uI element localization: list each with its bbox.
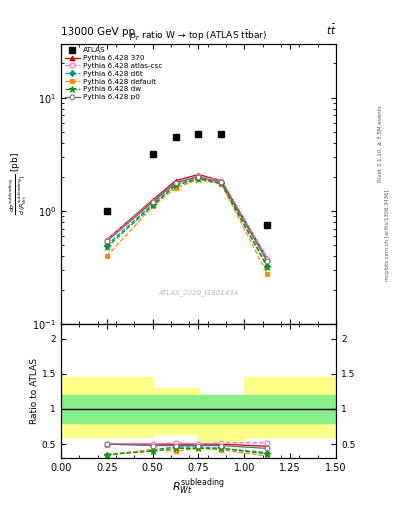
ATLAS bbox=[265, 222, 270, 228]
Pythia 6.428 dw bbox=[105, 244, 109, 250]
Pythia 6.428 p0 bbox=[150, 199, 155, 205]
Pythia 6.428 dw bbox=[173, 182, 178, 188]
Pythia 6.428 dw bbox=[150, 202, 155, 208]
Line: Pythia 6.428 atlas-csc: Pythia 6.428 atlas-csc bbox=[104, 173, 270, 261]
Pythia 6.428 d6t bbox=[105, 242, 109, 248]
Pythia 6.428 atlas-csc bbox=[196, 173, 201, 179]
Pythia 6.428 p0 bbox=[265, 258, 270, 264]
Line: Pythia 6.428 default: Pythia 6.428 default bbox=[105, 177, 269, 276]
Text: 13000 GeV pp: 13000 GeV pp bbox=[61, 27, 135, 37]
ATLAS bbox=[173, 134, 178, 140]
Title: $p_T$ ratio W$\,\rightarrow\,$top (ATLAS t$\bar{\rm t}$bar): $p_T$ ratio W$\,\rightarrow\,$top (ATLAS… bbox=[129, 29, 268, 44]
Text: ATLAS_2020_I1801434: ATLAS_2020_I1801434 bbox=[158, 290, 239, 296]
Line: Pythia 6.428 370: Pythia 6.428 370 bbox=[104, 172, 270, 261]
Pythia 6.428 p0 bbox=[173, 180, 178, 186]
Pythia 6.428 default bbox=[265, 271, 270, 277]
Line: Pythia 6.428 p0: Pythia 6.428 p0 bbox=[104, 175, 270, 264]
Pythia 6.428 dw bbox=[265, 264, 270, 270]
Pythia 6.428 d6t bbox=[150, 201, 155, 207]
Pythia 6.428 dw bbox=[219, 180, 224, 186]
Pythia 6.428 p0 bbox=[196, 174, 201, 180]
ATLAS bbox=[196, 131, 201, 137]
Pythia 6.428 default bbox=[196, 176, 201, 182]
Y-axis label: $\frac{d\sigma^{\rm subleading}}{d\,(R_{Wt}^{\rm subleading})}$ [pb]: $\frac{d\sigma^{\rm subleading}}{d\,(R_{… bbox=[8, 153, 29, 216]
Pythia 6.428 370 bbox=[105, 237, 109, 243]
Pythia 6.428 p0 bbox=[219, 179, 224, 185]
Pythia 6.428 dw bbox=[196, 176, 201, 182]
Pythia 6.428 atlas-csc bbox=[265, 255, 270, 262]
Pythia 6.428 default bbox=[105, 253, 109, 259]
Pythia 6.428 atlas-csc bbox=[150, 198, 155, 204]
Pythia 6.428 d6t bbox=[196, 175, 201, 181]
Pythia 6.428 370 bbox=[173, 178, 178, 184]
Pythia 6.428 p0 bbox=[105, 238, 109, 244]
Text: $t\bar{t}$: $t\bar{t}$ bbox=[325, 23, 336, 37]
ATLAS bbox=[105, 208, 109, 214]
Line: ATLAS: ATLAS bbox=[104, 131, 270, 228]
Pythia 6.428 d6t bbox=[265, 263, 270, 269]
Pythia 6.428 default bbox=[173, 185, 178, 191]
Y-axis label: Ratio to ATLAS: Ratio to ATLAS bbox=[30, 358, 39, 424]
Line: Pythia 6.428 dw: Pythia 6.428 dw bbox=[104, 176, 270, 270]
Text: mcplots.cern.ch [arXiv:1306.3436]: mcplots.cern.ch [arXiv:1306.3436] bbox=[385, 190, 389, 281]
Text: Rivet 3.1.10, ≥ 3.5M events: Rivet 3.1.10, ≥ 3.5M events bbox=[378, 105, 383, 182]
ATLAS bbox=[150, 151, 155, 157]
Pythia 6.428 default bbox=[150, 203, 155, 209]
Pythia 6.428 atlas-csc bbox=[105, 237, 109, 243]
Pythia 6.428 atlas-csc bbox=[219, 178, 224, 184]
Legend: ATLAS, Pythia 6.428 370, Pythia 6.428 atlas-csc, Pythia 6.428 d6t, Pythia 6.428 : ATLAS, Pythia 6.428 370, Pythia 6.428 at… bbox=[63, 46, 164, 102]
ATLAS bbox=[219, 131, 224, 137]
Pythia 6.428 atlas-csc bbox=[173, 180, 178, 186]
X-axis label: $R_{Wt}^{\rm subleading}$: $R_{Wt}^{\rm subleading}$ bbox=[172, 476, 225, 497]
Pythia 6.428 370 bbox=[265, 255, 270, 262]
Pythia 6.428 d6t bbox=[219, 180, 224, 186]
Pythia 6.428 370 bbox=[196, 172, 201, 178]
Line: Pythia 6.428 d6t: Pythia 6.428 d6t bbox=[105, 176, 269, 268]
Pythia 6.428 default bbox=[219, 181, 224, 187]
Pythia 6.428 d6t bbox=[173, 181, 178, 187]
Pythia 6.428 370 bbox=[219, 178, 224, 184]
Pythia 6.428 370 bbox=[150, 197, 155, 203]
